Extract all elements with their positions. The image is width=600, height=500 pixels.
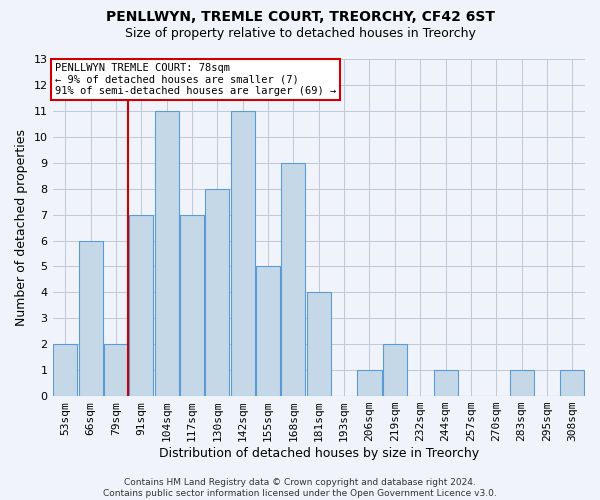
Bar <box>79 240 103 396</box>
Bar <box>307 292 331 396</box>
Text: PENLLWYN, TREMLE COURT, TREORCHY, CF42 6ST: PENLLWYN, TREMLE COURT, TREORCHY, CF42 6… <box>106 10 494 24</box>
Bar <box>104 344 128 396</box>
Text: Size of property relative to detached houses in Treorchy: Size of property relative to detached ho… <box>125 28 475 40</box>
Bar <box>230 111 255 396</box>
X-axis label: Distribution of detached houses by size in Treorchy: Distribution of detached houses by size … <box>159 447 479 460</box>
Bar <box>53 344 77 396</box>
Text: PENLLWYN TREMLE COURT: 78sqm
← 9% of detached houses are smaller (7)
91% of semi: PENLLWYN TREMLE COURT: 78sqm ← 9% of det… <box>55 63 337 96</box>
Bar <box>180 214 204 396</box>
Bar <box>383 344 407 396</box>
Bar <box>281 162 305 396</box>
Bar <box>358 370 382 396</box>
Bar <box>205 188 229 396</box>
Bar <box>155 111 179 396</box>
Bar <box>509 370 533 396</box>
Bar <box>256 266 280 396</box>
Text: Contains HM Land Registry data © Crown copyright and database right 2024.
Contai: Contains HM Land Registry data © Crown c… <box>103 478 497 498</box>
Bar <box>434 370 458 396</box>
Bar <box>129 214 154 396</box>
Bar <box>560 370 584 396</box>
Y-axis label: Number of detached properties: Number of detached properties <box>15 129 28 326</box>
